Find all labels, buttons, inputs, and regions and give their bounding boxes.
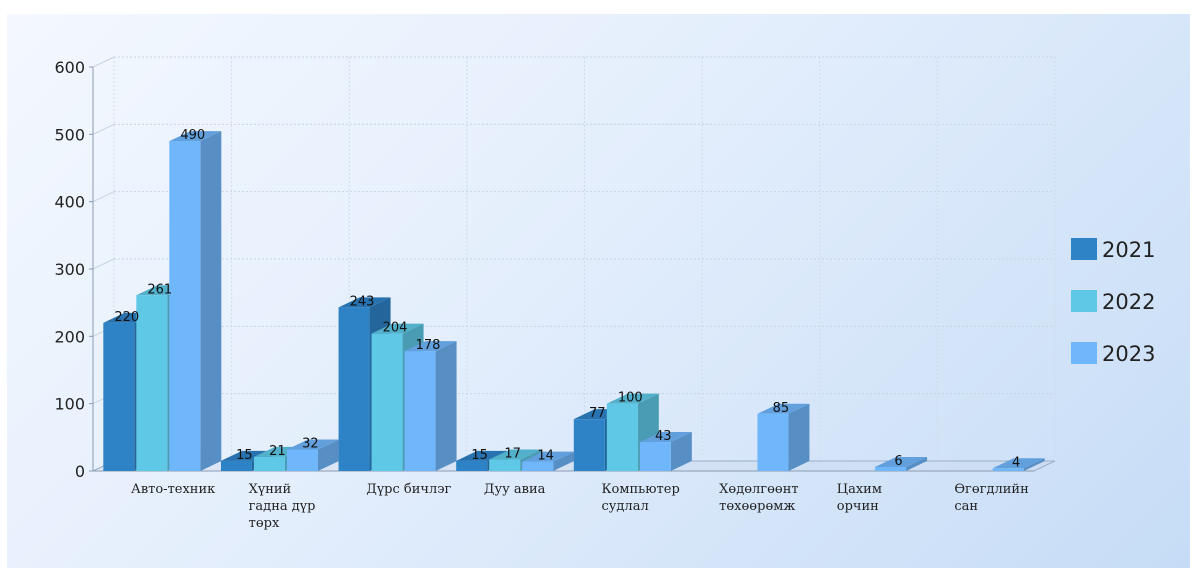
bar: [522, 451, 575, 471]
chart-panel: 0 100 200 300 400 500 600 Авто-техник Хүний гадна…: [7, 14, 1190, 568]
bar: [286, 439, 339, 471]
x-tick-label: Дүрс бичлэг: [366, 482, 451, 497]
y-tick-label: 600: [54, 58, 85, 77]
bar-front: [522, 461, 554, 471]
y-tick-label: 500: [54, 125, 85, 144]
data-label: 178: [416, 338, 441, 353]
data-label: 243: [350, 294, 375, 309]
bar-front: [286, 449, 318, 471]
bar-side: [788, 403, 810, 471]
bar: [992, 458, 1045, 471]
grid-line-diag: [92, 191, 115, 203]
y-tick-label: 400: [54, 193, 85, 212]
bar-top: [220, 450, 273, 461]
data-label: 220: [114, 310, 139, 325]
bar-top: [338, 297, 391, 308]
data-label: 100: [618, 391, 643, 406]
data-labels-layer: 220 15 243 15 77 261 21 204 17 100 490 32 178 14 43 85 6…: [114, 128, 1020, 470]
bar-top: [169, 131, 222, 142]
bar-front: [573, 419, 605, 471]
bar-front: [992, 468, 1024, 471]
y-tick-label: 300: [54, 260, 85, 279]
legend-label: 2022: [1102, 290, 1155, 314]
bar-top: [757, 403, 810, 414]
bar-side: [317, 439, 339, 471]
bar: [639, 432, 692, 471]
data-label: 85: [773, 401, 790, 416]
bar-top: [875, 456, 928, 467]
bar-front: [606, 403, 638, 471]
data-label: 6: [894, 454, 902, 469]
x-tick-label: Хөдөлгөөнт төхөөрөмж: [719, 482, 799, 514]
x-tick-label: Авто-техник: [131, 482, 215, 497]
bar-front: [169, 141, 201, 472]
x-tick-label: Хүний гадна дүр төрх: [249, 482, 316, 531]
data-label: 261: [147, 282, 172, 297]
grid-layer: [92, 56, 1056, 472]
bar-side: [435, 341, 457, 471]
bar-front: [404, 351, 436, 471]
bar-front: [875, 466, 907, 471]
grid-line-diag: [92, 258, 115, 270]
data-label: 21: [269, 444, 286, 459]
bar-front: [757, 413, 789, 471]
bars-layer: [103, 131, 1045, 472]
bar-top: [489, 449, 542, 460]
data-label: 4: [1012, 455, 1020, 470]
bar-side: [670, 432, 692, 471]
grid-line-diag: [92, 56, 115, 68]
data-label: 15: [471, 448, 488, 463]
data-label: 204: [383, 321, 408, 336]
bar-front: [220, 460, 252, 471]
bar-top: [286, 439, 339, 450]
bar: [875, 456, 928, 471]
bar-side: [200, 131, 222, 472]
bar-side: [1023, 458, 1045, 471]
bar-front: [136, 295, 168, 471]
data-label: 77: [589, 406, 606, 421]
bar-front: [371, 333, 403, 471]
bar-front: [489, 459, 521, 471]
bar-top: [992, 458, 1045, 469]
bar-side: [553, 451, 575, 471]
bar: [757, 403, 810, 471]
x-tick-label: Компьютер судлал: [602, 482, 680, 514]
x-tick-label: Өгөгдлийн сан: [954, 482, 1028, 514]
bar-top: [456, 450, 509, 461]
legend-swatch: [1071, 238, 1097, 260]
data-label: 17: [504, 447, 521, 462]
bar-top: [404, 341, 457, 352]
bar-top: [639, 432, 692, 443]
y-tick-label: 200: [54, 327, 85, 346]
bar: [169, 131, 222, 472]
bar-top: [522, 451, 575, 462]
legend-swatch: [1071, 290, 1097, 312]
data-label: 43: [655, 429, 672, 444]
data-label: 14: [537, 449, 554, 464]
bar-front: [456, 460, 488, 471]
bar-front: [338, 307, 370, 471]
bar-chart: 0 100 200 300 400 500 600 Авто-техник Хүний гадна…: [54, 56, 1155, 531]
legend-label: 2021: [1102, 238, 1155, 262]
x-tick-label: Цахим орчин: [837, 482, 882, 514]
legend-label: 2023: [1102, 342, 1155, 366]
bar-front: [639, 442, 671, 471]
y-tick-label: 0: [75, 462, 85, 481]
legend-swatch: [1071, 342, 1097, 364]
bar-top: [371, 323, 424, 334]
bar-front: [103, 322, 135, 471]
data-label: 32: [302, 436, 319, 451]
bar-side: [906, 456, 928, 471]
x-tick-label: Дуу авиа: [484, 482, 546, 497]
legend: 2021 2022 2023: [1071, 238, 1155, 366]
bar: [404, 341, 457, 471]
bar-front: [253, 456, 285, 471]
bar-top: [606, 393, 659, 404]
grid-line-diag: [92, 123, 115, 135]
data-label: 490: [180, 128, 205, 143]
y-tick-label: 100: [54, 395, 85, 414]
data-label: 15: [236, 448, 253, 463]
